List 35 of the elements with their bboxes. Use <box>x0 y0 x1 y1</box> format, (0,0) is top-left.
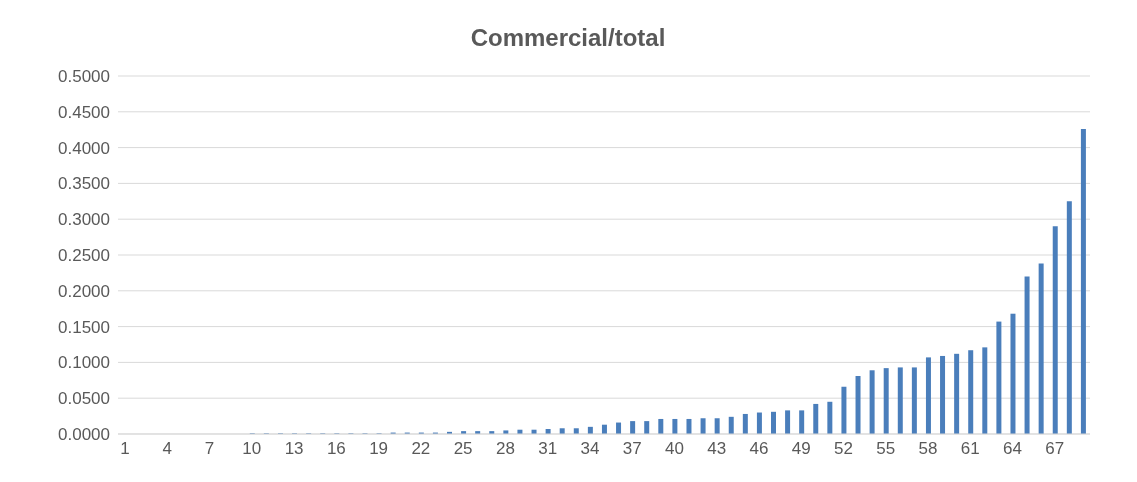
x-tick-label: 25 <box>453 439 473 459</box>
x-tick-label: 49 <box>791 439 811 459</box>
y-tick-label: 0.4000 <box>58 138 110 158</box>
x-tick-label: 22 <box>411 439 431 459</box>
y-tick-label: 0.5000 <box>58 67 110 87</box>
x-tick-label: 4 <box>162 439 173 459</box>
x-tick-label: 52 <box>834 439 853 459</box>
x-tick-label: 31 <box>538 439 558 459</box>
x-tick-label: 61 <box>960 439 980 459</box>
y-tick-label: 0.1000 <box>58 353 110 373</box>
x-tick-label: 1 <box>120 439 130 459</box>
y-tick-label: 0.3500 <box>58 174 110 194</box>
chart-title: Commercial/total <box>469 23 667 53</box>
x-tick-label: 43 <box>707 439 727 459</box>
y-tick-label: 0.0000 <box>58 425 110 445</box>
x-tick-label: 7 <box>204 439 215 459</box>
x-tick-label: 46 <box>749 439 769 459</box>
x-tick-label: 28 <box>495 439 515 459</box>
x-tick-label: 40 <box>664 439 684 459</box>
y-tick-label: 0.2000 <box>58 281 110 301</box>
x-tick-label: 16 <box>326 439 346 459</box>
y-tick-label: 0.4500 <box>58 102 110 122</box>
y-tick-label: 0.3000 <box>58 210 110 230</box>
x-tick-label: 37 <box>622 439 642 459</box>
x-tick-label: 58 <box>918 439 938 459</box>
y-tick-label: 0.1500 <box>58 317 110 337</box>
x-tick-label: 13 <box>284 439 304 459</box>
x-tick-label: 10 <box>242 439 262 459</box>
x-tick-label: 19 <box>369 439 389 459</box>
x-tick-label: 55 <box>876 439 896 459</box>
y-tick-label: 0.2500 <box>58 246 110 266</box>
x-tick-label: 64 <box>1003 439 1022 459</box>
x-tick-label: 34 <box>580 439 600 459</box>
x-tick-label: 67 <box>1045 439 1065 459</box>
y-tick-label: 0.0500 <box>58 389 110 409</box>
